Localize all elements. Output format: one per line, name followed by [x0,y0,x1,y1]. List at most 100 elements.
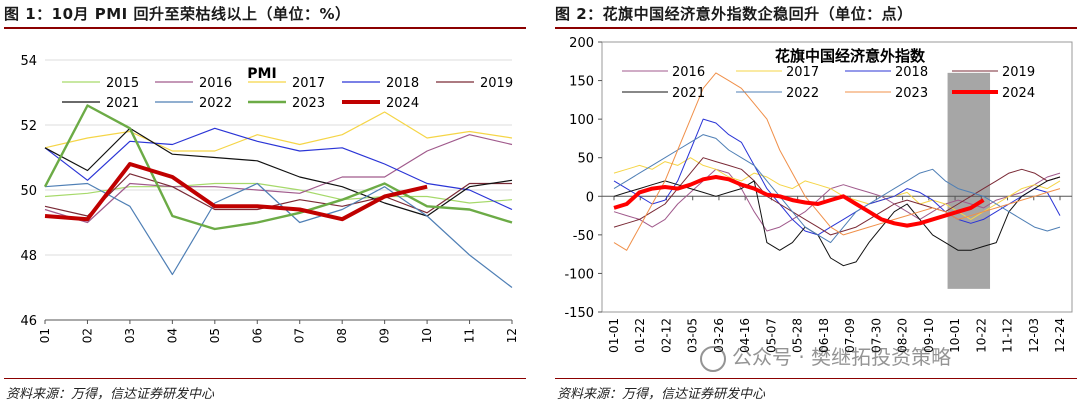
x-tick-label: 08-20 [896,318,910,353]
x-tick-label: 12-03 [1027,318,1041,353]
y-tick-label: 54 [20,54,37,69]
x-tick-label: 10-22 [974,318,988,353]
x-tick-label: 12-24 [1053,318,1067,353]
right-source-rule [555,378,1077,379]
x-tick-label: 03-05 [686,318,700,353]
right-source: 资料来源：万得，信达证券研发中心 [557,387,766,402]
right-title-rule [555,27,1077,29]
x-tick-label: 07-09 [843,318,857,353]
x-tick-label: 06 [250,328,264,343]
x-tick-label: 07-30 [869,318,883,353]
series-line-2024 [613,175,985,228]
x-tick-label: 02 [80,328,94,343]
pmi-series-group [43,104,513,288]
y-tick-label: 0 [586,190,594,205]
legend-label: 2024 [386,96,419,111]
y-tick-label: 150 [569,75,594,90]
series-line-2015 [44,182,513,204]
series-line-2019 [613,157,1061,236]
watermark-text: 公众号 · 樊继拓投资策略 [732,345,952,369]
series-line-2018 [44,127,513,211]
legend-label: 2016 [199,76,232,91]
watermark: 公众号 · 樊继拓投资策略 [700,341,951,372]
y-tick-label: 200 [569,36,594,51]
csi-legend: 2016 2017 2018 2019 2021 2022 2023 2024 [622,65,1035,101]
x-tick-label: 03 [123,328,137,343]
legend-label: 2021 [672,86,705,101]
y-tick-label: 50 [20,184,37,199]
left-source: 资料来源：万得，信达证券研发中心 [6,387,215,402]
y-tick-label: 52 [20,119,37,134]
wechat-icon [700,345,726,372]
series-line-2023 [613,72,1061,251]
legend-label: 2023 [895,86,928,101]
series-line-2016 [44,134,513,224]
x-tick-label: 05-07 [764,318,778,353]
pmi-legend: 2015 2016 2017 2018 2019 2021 2022 2023 2024 [62,76,513,111]
x-tick-label: 05-28 [791,318,805,353]
left-source-rule [4,378,526,379]
left-title-rule [4,27,526,29]
series-line-2018 [613,118,1061,236]
legend-label: 2023 [292,96,325,111]
csi-series-group [613,72,1061,267]
series-line-2024 [44,162,428,222]
series-line-2017 [44,111,513,152]
shaded-period [947,72,991,289]
x-tick-label: 10 [420,328,434,343]
x-tick-label: 11-12 [1001,318,1015,353]
legend-label: 2017 [786,65,819,80]
legend-label: 2018 [386,76,419,91]
x-tick-label: 03-26 [712,318,726,353]
x-tick-label: 11 [463,328,477,343]
x-tick-label: 12 [505,328,519,343]
x-tick-label: 01 [38,328,52,343]
right-panel-title: 图 2：花旗中国经济意外指数企稳回升（单位：点） [555,5,913,23]
chart-frame [601,41,1073,313]
legend-label: 2016 [672,65,705,80]
legend-label: 2021 [106,96,139,111]
left-panel-title: 图 1：10月 PMI 回升至荣枯线以上（单位：%） [4,5,351,23]
series-line-2021 [44,127,513,217]
y-tick-label: 46 [20,314,37,329]
y-tick-label: 100 [569,113,594,128]
legend-label: 2017 [292,76,325,91]
y-tick-label: 50 [577,152,594,167]
x-tick-label: 04-16 [738,318,752,353]
x-tick-label: 05 [208,328,222,343]
legend-label: 2022 [199,96,232,111]
shaded-region [947,72,991,289]
legend-label: 2019 [480,76,513,91]
x-tick-label: 02-12 [659,318,673,353]
legend-label: 2024 [1002,86,1035,101]
x-tick-label: 01-22 [633,318,647,353]
csi-chart-title: 花旗中国经济意外指数 [775,47,926,65]
legend-label: 2018 [895,65,928,80]
csi-axes: -150 -100 -50 0 50 100 150 200 01-01 01-22 02-12 03… [564,36,1072,353]
y-tick-label: -100 [564,267,594,282]
x-tick-label: 09 [378,328,392,343]
series-line-2017 [613,157,1061,220]
legend-label: 2015 [106,76,139,91]
y-tick-label: -150 [564,306,594,321]
series-line-2016 [613,168,1061,232]
series-line-2022 [44,182,513,288]
x-tick-label: 06-18 [817,318,831,353]
x-tick-label: 07 [293,328,307,343]
legend-label: 2022 [786,86,819,101]
pmi-axes: 46 48 50 52 54 01 02 03 04 05 06 07 08 09 10 11 12 [20,54,519,343]
x-tick-label: 10-01 [948,318,962,353]
series-line-2022 [613,134,1061,244]
y-tick-label: 48 [20,249,37,264]
x-tick-label: 09-10 [922,318,936,353]
x-tick-label: 08 [335,328,349,343]
y-tick-label: -50 [573,229,594,244]
x-tick-label: 04 [165,328,179,343]
series-line-2023 [43,104,513,231]
series-line-2021 [613,176,1061,267]
pmi-chart-title: PMI [247,66,276,82]
citi-surprise-chart: -150 -100 -50 0 50 100 150 200 01-01 01-22 02-12 03… [564,36,1073,353]
x-tick-label: 01-01 [607,318,621,353]
legend-label: 2019 [1002,65,1035,80]
